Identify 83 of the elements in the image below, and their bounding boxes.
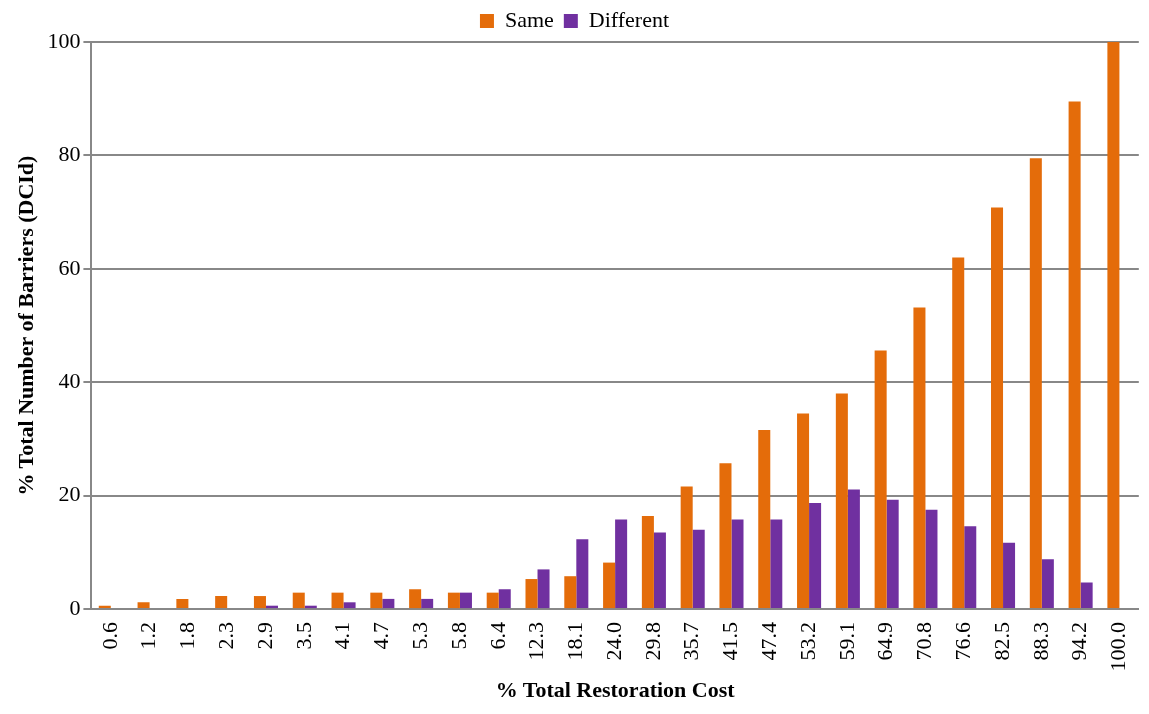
bar: [964, 526, 977, 609]
x-tick-label: 64.9: [872, 622, 898, 661]
x-axis-title: % Total Restoration Cost: [495, 677, 736, 703]
y-tick-label: 80: [58, 141, 81, 167]
bar: [680, 486, 693, 609]
bar: [1107, 42, 1120, 609]
bar: [1080, 582, 1093, 609]
y-axis-title: % Total Number of Barriers (DCId): [12, 155, 38, 496]
x-tick-label: 59.1: [833, 622, 859, 661]
y-tick-label: 40: [58, 368, 81, 394]
x-tick-label: 12.3: [523, 622, 549, 661]
x-tick-label: 2.3: [212, 622, 238, 650]
bar: [952, 257, 965, 609]
x-tick-label: 4.1: [329, 622, 355, 650]
bar: [886, 499, 899, 609]
bar: [641, 516, 654, 609]
x-tick-label: 94.2: [1066, 622, 1092, 661]
bar: [809, 503, 822, 609]
x-tick-label: 29.8: [639, 622, 665, 661]
bar: [692, 529, 705, 609]
bar: [874, 350, 887, 609]
y-tick-label: 0: [69, 594, 81, 620]
bar: [1068, 101, 1081, 609]
x-tick-label: 76.6: [950, 622, 976, 661]
bar: [537, 569, 550, 609]
legend-label: Same: [504, 6, 554, 32]
bar: [292, 592, 305, 609]
bar: [847, 489, 860, 609]
bar: [1003, 542, 1016, 609]
bar: [421, 598, 434, 609]
bar: [731, 519, 744, 609]
bar: [382, 598, 395, 609]
x-tick-label: 70.8: [911, 622, 937, 661]
x-tick-label: 47.4: [756, 622, 782, 661]
bar: [991, 207, 1004, 609]
y-tick-label: 100: [47, 27, 81, 53]
x-tick-label: 0.6: [96, 622, 122, 650]
bar: [331, 592, 344, 609]
bar: [758, 429, 771, 609]
x-tick-label: 4.7: [368, 622, 394, 650]
x-tick-label: 35.7: [678, 622, 704, 661]
bar: [719, 463, 732, 609]
bar: [770, 519, 783, 609]
bar: [603, 562, 616, 609]
bar: [370, 592, 383, 609]
bar: [1041, 559, 1054, 609]
bar: [835, 393, 848, 609]
x-tick-label: 5.3: [406, 622, 432, 650]
bar: [913, 307, 926, 609]
bar: [343, 602, 356, 609]
x-tick-label: 24.0: [600, 622, 626, 661]
bar: [409, 589, 422, 609]
y-tick-label: 20: [58, 481, 81, 507]
bar: [1029, 158, 1042, 609]
bar: [498, 589, 511, 609]
x-tick-label: 3.5: [290, 622, 316, 650]
x-tick-label: 1.8: [174, 622, 200, 650]
bar: [564, 576, 577, 609]
legend-label: Different: [588, 6, 670, 32]
bar: [137, 602, 150, 609]
x-tick-label: 82.5: [988, 622, 1014, 661]
bar: [525, 579, 538, 609]
x-tick-label: 41.5: [717, 622, 743, 661]
bar: [447, 592, 460, 609]
bar: [653, 532, 666, 609]
bar: [486, 592, 499, 609]
x-tick-label: 5.8: [445, 622, 471, 650]
bar: [797, 413, 810, 609]
bar: [176, 598, 189, 609]
x-tick-label: 18.1: [562, 622, 588, 661]
x-tick-label: 1.2: [135, 622, 161, 650]
x-tick-label: 88.3: [1027, 622, 1053, 661]
bar: [925, 509, 938, 609]
x-tick-label: 53.2: [794, 622, 820, 661]
bar: [615, 519, 628, 609]
y-tick-label: 60: [58, 254, 81, 280]
bar: [576, 539, 589, 609]
bar: [215, 596, 228, 609]
bar: [253, 596, 266, 609]
bar: [459, 592, 472, 609]
x-tick-label: 100.0: [1105, 622, 1131, 672]
x-tick-label: 2.9: [251, 622, 277, 650]
x-tick-label: 6.4: [484, 622, 510, 650]
